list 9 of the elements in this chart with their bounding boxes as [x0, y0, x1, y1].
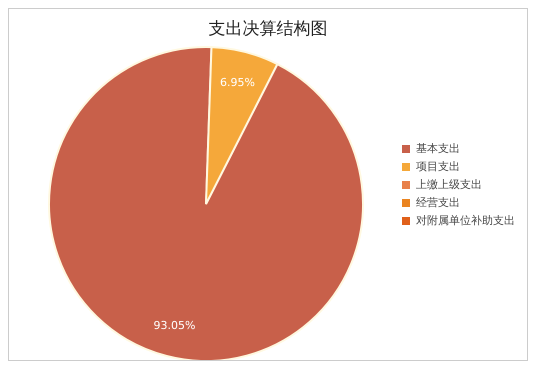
- legend-label: 上缴上级支出: [416, 176, 482, 192]
- chart-title: 支出决算结构图: [208, 18, 328, 40]
- legend-label: 项目支出: [416, 158, 460, 174]
- pie-slice: [48, 46, 364, 360]
- legend-label: 基本支出: [416, 140, 460, 156]
- legend-label: 对附属单位补助支出: [416, 212, 515, 228]
- legend-label: 经营支出: [416, 194, 460, 210]
- data-label: 93.05%: [154, 319, 196, 332]
- data-label: 6.95%: [220, 76, 255, 89]
